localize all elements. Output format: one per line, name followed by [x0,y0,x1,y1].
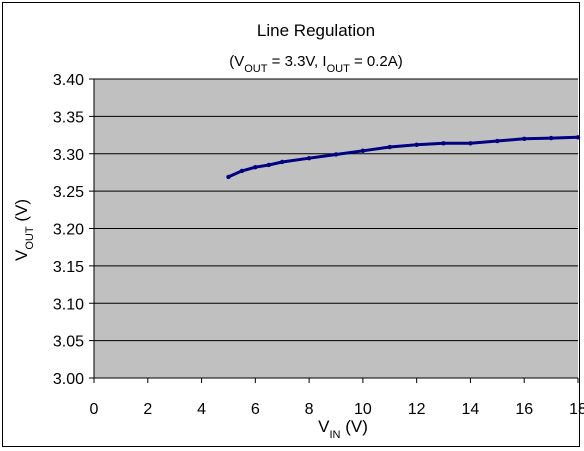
x-tick-label: 2 [143,401,152,418]
x-axis-label: VIN (V) [318,417,368,441]
chart-subtitle: (VOUT = 3.3V, IOUT = 0.2A) [229,53,403,75]
y-tick-labels: 3.00 3.05 3.10 3.15 3.20 3.25 3.30 3.35 3.40 [53,72,84,388]
data-point [495,138,500,144]
chart-title: Line Regulation [257,21,375,40]
data-point [414,142,419,147]
x-tick-label: 16 [515,401,533,418]
y-tick-label: 3.30 [53,147,84,164]
x-tick-label: 10 [354,401,372,418]
data-point [548,135,554,141]
data-point [333,152,339,157]
y-tick-label: 3.10 [53,296,84,313]
x-tick-label: 8 [305,401,314,418]
series-line [226,135,580,179]
y-tick-label: 3.20 [53,222,84,239]
data-point [468,141,473,146]
data-point [575,135,581,140]
y-tick-label: 3.25 [53,184,84,201]
data-point [441,141,446,146]
x-tick-label: 18 [569,401,584,418]
x-tick-labels: 0 2 4 6 8 10 12 14 16 18 [90,401,584,418]
x-tick-label: 14 [462,401,480,418]
axes [89,78,579,383]
data-point [360,148,366,153]
x-tick-label: 4 [197,401,206,418]
series-layer [226,135,581,180]
y-tick-label: 3.40 [53,72,84,89]
data-point [226,174,231,180]
data-point [253,165,258,170]
data-point [239,168,245,174]
x-tick-label: 6 [251,401,260,418]
data-point [306,156,312,161]
y-tick-label: 3.15 [53,259,84,276]
y-axis-label: VOUT (V) [12,199,36,261]
data-point [522,136,527,141]
data-point [266,162,271,168]
x-tick-label: 0 [90,401,99,418]
y-tick-label: 3.35 [53,109,84,126]
y-tick-label: 3.00 [53,371,84,388]
data-point [280,159,285,165]
y-tick-label: 3.05 [53,334,84,351]
data-point [387,144,392,150]
x-tick-label: 12 [408,401,426,418]
